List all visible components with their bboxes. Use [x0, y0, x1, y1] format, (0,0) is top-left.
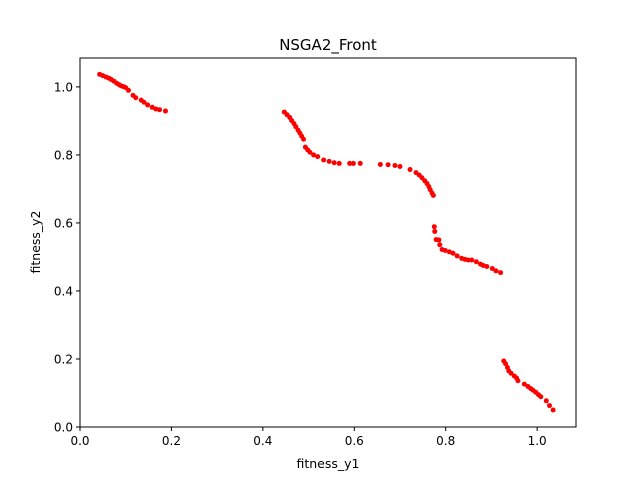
data-point	[538, 394, 544, 400]
data-point	[321, 157, 327, 163]
data-point	[326, 158, 332, 164]
data-point	[392, 162, 398, 168]
y-tick-label: 0.4	[54, 284, 73, 298]
data-point	[521, 381, 527, 387]
data-point	[377, 161, 383, 167]
data-point	[498, 270, 504, 276]
data-point	[397, 163, 403, 169]
x-axis-label: fitness_y1	[296, 456, 359, 471]
data-point	[493, 268, 499, 274]
data-point	[357, 160, 363, 166]
y-axis-label: fitness_y2	[28, 210, 43, 273]
chart-title: NSGA2_Front	[279, 36, 377, 55]
y-tick-label: 0.0	[54, 421, 73, 435]
x-tick-label: 0.0	[70, 434, 89, 448]
y-tick-label: 0.6	[54, 216, 73, 230]
data-point	[145, 102, 151, 108]
x-tick-label: 1.0	[528, 434, 547, 448]
x-axis-ticks: 0.0 0.2 0.4 0.6 0.8 1.0	[70, 427, 547, 448]
y-tick-label: 0.2	[54, 352, 73, 366]
data-point	[162, 108, 168, 114]
data-point	[311, 152, 317, 158]
data-point	[546, 403, 552, 409]
data-point	[450, 250, 456, 256]
data-point	[515, 378, 521, 384]
data-point	[307, 149, 313, 155]
plot-frame	[79, 57, 577, 428]
data-point	[407, 167, 413, 173]
data-point	[301, 136, 307, 142]
data-point	[484, 263, 490, 269]
data-points	[97, 71, 556, 413]
data-point	[454, 253, 460, 259]
data-point	[133, 95, 139, 101]
y-tick-label: 0.8	[54, 148, 73, 162]
data-point	[489, 266, 495, 272]
y-tick-label: 1.0	[54, 80, 73, 94]
data-point	[473, 259, 479, 265]
data-point	[436, 237, 442, 243]
data-point	[437, 242, 443, 248]
data-point	[503, 361, 509, 367]
x-tick-label: 0.4	[253, 434, 272, 448]
data-point	[431, 224, 437, 230]
x-tick-label: 0.6	[345, 434, 364, 448]
data-point	[350, 160, 356, 166]
x-tick-label: 0.2	[162, 434, 181, 448]
data-point	[543, 398, 549, 404]
data-point	[385, 162, 391, 168]
data-point	[550, 407, 556, 413]
data-point	[442, 247, 448, 253]
x-tick-label: 0.8	[436, 434, 455, 448]
data-point	[432, 228, 438, 234]
data-point	[315, 154, 321, 160]
data-point	[331, 160, 337, 166]
data-point	[430, 192, 436, 198]
data-point	[336, 160, 342, 166]
data-point	[157, 107, 163, 113]
data-point	[125, 87, 131, 93]
data-point	[347, 160, 353, 166]
data-point	[465, 257, 471, 263]
data-point	[469, 257, 475, 263]
y-axis-ticks: 0.0 0.2 0.4 0.6 0.8 1.0	[54, 80, 80, 435]
data-point	[141, 99, 147, 105]
